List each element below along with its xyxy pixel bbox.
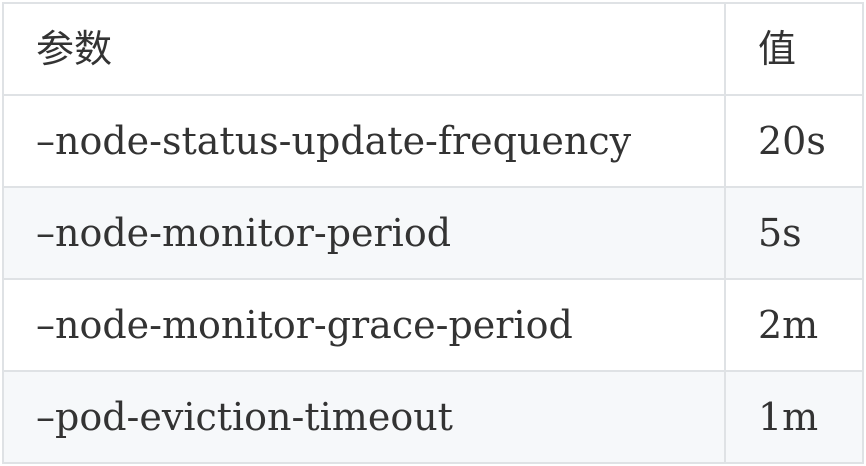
table-row: –node-monitor-period 5s bbox=[2, 186, 864, 280]
table-row: –node-status-update-frequency 20s bbox=[2, 94, 864, 188]
value-cell: 20s bbox=[724, 94, 864, 188]
param-cell: –node-status-update-frequency bbox=[2, 94, 726, 188]
header-param: 参数 bbox=[2, 2, 726, 96]
header-value: 值 bbox=[724, 2, 864, 96]
param-cell: –pod-eviction-timeout bbox=[2, 370, 726, 464]
table-row: –pod-eviction-timeout 1m bbox=[2, 370, 864, 464]
value-cell: 2m bbox=[724, 278, 864, 372]
value-cell: 5s bbox=[724, 186, 864, 280]
param-cell: –node-monitor-grace-period bbox=[2, 278, 726, 372]
param-cell: –node-monitor-period bbox=[2, 186, 726, 280]
table-row: –node-monitor-grace-period 2m bbox=[2, 278, 864, 372]
table-header-row: 参数 值 bbox=[2, 2, 864, 96]
value-cell: 1m bbox=[724, 370, 864, 464]
